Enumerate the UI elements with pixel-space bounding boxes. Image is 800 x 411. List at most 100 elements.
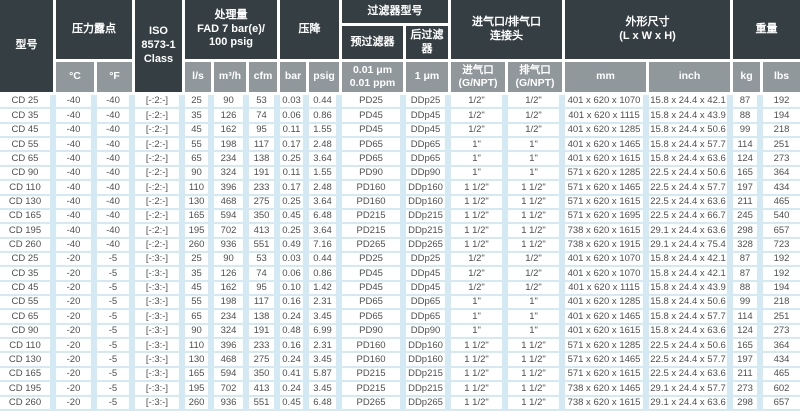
cell-mm: 738 x 620 x 1915 (565, 238, 650, 253)
cell-ls: 260 (185, 238, 214, 253)
cell-psig: 3.45 (309, 353, 343, 368)
cell-afterfilter: DDp65 (406, 138, 452, 153)
header-prefilter: 预过滤器 (342, 26, 407, 62)
cell-afterfilter: DDp45 (406, 281, 452, 297)
cell-lbs: 602 (763, 382, 800, 397)
cell-dew_f: -40 (97, 95, 135, 110)
cell-ls: 165 (185, 209, 214, 225)
cell-m3h: 594 (214, 209, 249, 225)
spec-table-body: CD 25 -40 -40 [-:2:-] 25 90 53 0.03 0.44 PD25 DDp2… (0, 95, 800, 411)
cell-dew_c: -40 (56, 209, 97, 225)
cell-psig: 6.48 (309, 396, 343, 411)
cell-afterfilter: DDp45 (406, 123, 452, 139)
table-row: CD 90 -40 -40 [-:2:-] 90 324 191 0.11 1.55 PD90 DD… (0, 166, 800, 182)
cell-outlet: 1 1/2" (508, 224, 566, 239)
cell-psig: 7.16 (309, 238, 343, 253)
cell-lbs: 218 (763, 296, 800, 311)
cell-model: CD 165 (0, 209, 56, 225)
cell-cfm: 117 (249, 138, 281, 153)
cell-psig: 3.64 (309, 224, 343, 239)
cell-bar: 0.06 (280, 109, 310, 124)
cell-kg: 328 (733, 238, 764, 253)
cell-ls: 90 (185, 324, 214, 340)
cell-bar: 0.49 (280, 238, 310, 253)
cell-inch: 29.1 x 24.4 x 63.6 (649, 224, 734, 239)
cell-m3h: 324 (214, 324, 249, 340)
cell-lbs: 273 (763, 324, 800, 340)
cell-prefilter: PD45 (342, 267, 407, 282)
cell-psig: 1.55 (309, 166, 343, 182)
cell-bar: 0.16 (280, 296, 310, 311)
header-connection-group: 进气口/排气口 连接头 (451, 0, 566, 62)
cell-lbs: 364 (763, 166, 800, 182)
cell-iso: [-:3:-] (135, 267, 185, 282)
cell-inlet: 1 1/2" (451, 224, 509, 239)
cell-inlet: 1 1/2" (451, 396, 509, 411)
cell-outlet: 1/2" (508, 267, 566, 282)
cell-inch: 15.8 x 24.4 x 42.1 (649, 267, 734, 282)
cell-prefilter: PD215 (342, 382, 407, 397)
cell-cfm: 53 (249, 252, 281, 268)
cell-prefilter: PD160 (342, 181, 407, 196)
cell-bar: 0.06 (280, 267, 310, 282)
cell-dew_c: -20 (56, 310, 97, 325)
cell-dew_f: -5 (97, 324, 135, 340)
cell-psig: 0.86 (309, 109, 343, 124)
cell-dew_c: -20 (56, 267, 97, 282)
cell-afterfilter: DDp265 (406, 396, 452, 411)
cell-dew_c: -40 (56, 109, 97, 124)
table-row: CD 130 -40 -40 [-:2:-] 130 468 275 0.25 3.64 PD16… (0, 195, 800, 210)
cell-bar: 0.45 (280, 209, 310, 225)
cell-outlet: 1/2" (508, 281, 566, 297)
cell-model: CD 65 (0, 152, 56, 167)
cell-bar: 0.41 (280, 367, 310, 383)
table-row: CD 165 -40 -40 [-:2:-] 165 594 350 0.45 6.48 PD21… (0, 209, 800, 225)
cell-bar: 0.45 (280, 396, 310, 411)
cell-cfm: 413 (249, 224, 281, 239)
cell-inch: 22.5 x 24.4 x 50.6 (649, 166, 734, 182)
header-capacity-ls: l/s (185, 62, 214, 95)
cell-dew_c: -20 (56, 382, 97, 397)
table-row: CD 65 -20 -5 [-:3:-] 65 234 138 0.24 3.45 PD65 DDp… (0, 310, 800, 325)
cell-inlet: 1 1/2" (451, 209, 509, 225)
cell-prefilter: PD215 (342, 367, 407, 383)
cell-iso: [-:3:-] (135, 353, 185, 368)
cell-dew_c: -20 (56, 252, 97, 268)
cell-prefilter: PD65 (342, 138, 407, 153)
cell-dew_f: -5 (97, 353, 135, 368)
header-capacity-group: 处理量 FAD 7 bar(e)/ 100 psig (185, 0, 281, 62)
table-row: CD 45 -20 -5 [-:3:-] 45 162 95 0.10 1.42 PD45 DDp4… (0, 281, 800, 297)
cell-cfm: 233 (249, 181, 281, 196)
cell-afterfilter: DDp215 (406, 224, 452, 239)
cell-kg: 298 (733, 224, 764, 239)
cell-outlet: 1 1/2" (508, 339, 566, 354)
cell-cfm: 551 (249, 396, 281, 411)
cell-cfm: 138 (249, 310, 281, 325)
cell-dew_c: -40 (56, 95, 97, 110)
cell-m3h: 90 (214, 252, 249, 268)
cell-mm: 401 x 620 x 1115 (565, 281, 650, 297)
cell-ls: 130 (185, 353, 214, 368)
table-row: CD 110 -20 -5 [-:3:-] 110 396 233 0.16 2.31 PD160… (0, 339, 800, 354)
cell-lbs: 192 (763, 95, 800, 110)
cell-inch: 22.5 x 24.4 x 66.7 (649, 209, 734, 225)
cell-dew_c: -20 (56, 296, 97, 311)
cell-outlet: 1 1/2" (508, 209, 566, 225)
cell-psig: 3.45 (309, 310, 343, 325)
cell-psig: 2.48 (309, 138, 343, 153)
cell-prefilter: PD265 (342, 396, 407, 411)
cell-inch: 15.8 x 24.4 x 42.1 (649, 252, 734, 268)
cell-prefilter: PD45 (342, 281, 407, 297)
cell-mm: 571 x 620 x 1465 (565, 181, 650, 196)
cell-m3h: 396 (214, 181, 249, 196)
header-afterfilter: 后过滤器 (406, 26, 452, 62)
cell-afterfilter: DDp25 (406, 95, 452, 110)
cell-lbs: 194 (763, 281, 800, 297)
cell-inch: 15.8 x 24.4 x 43.9 (649, 281, 734, 297)
cell-ls: 55 (185, 138, 214, 153)
cell-model: CD 90 (0, 166, 56, 182)
header-iso-class: ISO 8573-1 Class (135, 0, 185, 95)
table-row: CD 65 -40 -40 [-:2:-] 65 234 138 0.25 3.64 PD65 DD… (0, 152, 800, 167)
table-header: 型号 压力露点 ISO 8573-1 Class 处理量 FAD 7 bar(e… (0, 0, 800, 95)
cell-inlet: 1" (451, 310, 509, 325)
